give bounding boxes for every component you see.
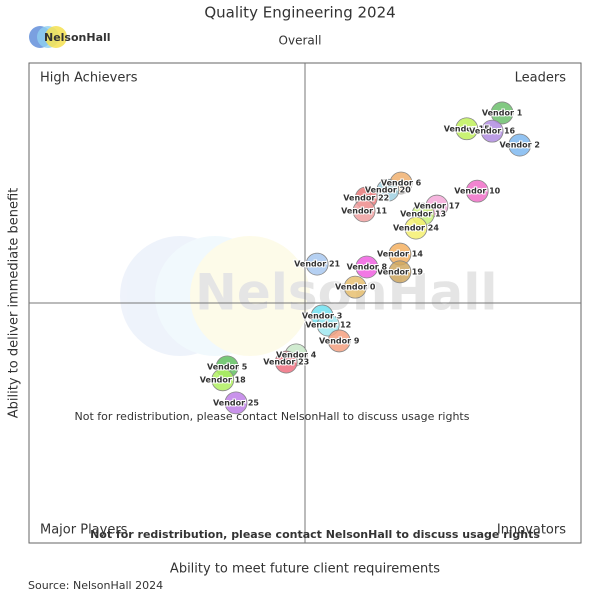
vendor-label: Vendor 25 bbox=[213, 398, 259, 407]
vendor-point bbox=[490, 101, 514, 125]
vendor-label: Vendor 0 bbox=[335, 283, 376, 292]
y-axis-label: Ability to deliver immediate benefit bbox=[7, 188, 22, 419]
vendor-point bbox=[316, 313, 340, 337]
quadrant-label: Major Players bbox=[40, 523, 128, 538]
vendor-point bbox=[465, 179, 489, 203]
source: Source: NelsonHall 2024 bbox=[28, 579, 163, 592]
chart-title: Quality Engineering 2024 bbox=[204, 4, 395, 22]
logo: NelsonHall bbox=[29, 26, 111, 48]
quadrant-label: High Achievers bbox=[40, 71, 138, 86]
vendor-point bbox=[480, 119, 504, 143]
vendor-label: Vendor 2 bbox=[500, 141, 540, 150]
vendor-point bbox=[455, 117, 479, 141]
subtitle: Overall bbox=[279, 34, 322, 48]
vendor-point bbox=[376, 178, 400, 202]
vendor-label: Vendor 9 bbox=[319, 336, 360, 345]
vendor-point bbox=[388, 260, 412, 284]
watermark-icon bbox=[190, 236, 310, 356]
logo-text: NelsonHall bbox=[44, 31, 111, 44]
vendor-label: Vendor 24 bbox=[393, 224, 439, 233]
vendor-label: Vendor 22 bbox=[343, 193, 389, 202]
watermark-icon bbox=[155, 236, 275, 356]
watermark-text: Not for redistribution, please contact N… bbox=[90, 528, 540, 541]
vendor-label: Vendor 12 bbox=[305, 321, 351, 330]
vendor-point bbox=[327, 329, 351, 353]
vendor-label: Vendor 5 bbox=[207, 362, 248, 371]
vendor-label: Vendor 13 bbox=[400, 210, 446, 219]
vendor-label: Vendor 10 bbox=[454, 187, 500, 196]
vendor-label: Vendor 21 bbox=[294, 260, 340, 269]
vendor-label: Vendor 19 bbox=[377, 267, 423, 276]
vendor-label: Vendor 15 bbox=[444, 124, 490, 133]
vendor-label: Vendor 20 bbox=[365, 186, 411, 195]
x-axis-label: Ability to meet future client requiremen… bbox=[170, 562, 440, 577]
vendor-label: Vendor 17 bbox=[414, 202, 460, 211]
vendor-label: Vendor 11 bbox=[341, 206, 387, 215]
vendor-label: Vendor 23 bbox=[263, 358, 309, 367]
quadrant-label: Innovators bbox=[497, 523, 566, 538]
vendor-point bbox=[305, 252, 329, 276]
vendor-label: Vendor 3 bbox=[302, 311, 342, 320]
vendor-label: Vendor 16 bbox=[469, 127, 515, 136]
vendor-point bbox=[224, 391, 248, 415]
vendor-point bbox=[211, 368, 235, 392]
vendor-label: Vendor 6 bbox=[381, 179, 422, 188]
logo-icon bbox=[45, 26, 67, 48]
vendor-label: Vendor 1 bbox=[482, 108, 523, 117]
vendor-point bbox=[343, 275, 367, 299]
vendor-label: Vendor 4 bbox=[276, 350, 317, 359]
watermark-text: Not for redistribution, please contact N… bbox=[75, 410, 470, 423]
vendor-point bbox=[274, 350, 298, 374]
watermark-icon bbox=[120, 236, 240, 356]
watermark-logo: NelsonHall bbox=[120, 236, 497, 356]
vendor-label: Vendor 18 bbox=[200, 375, 246, 384]
quadrant-label: Leaders bbox=[515, 71, 567, 86]
vendor-label: Vendor 14 bbox=[377, 250, 423, 259]
vendor-point bbox=[508, 133, 532, 157]
vendor-label: Vendor 8 bbox=[347, 263, 388, 272]
vendor-point bbox=[355, 255, 379, 279]
vendor-point bbox=[404, 216, 428, 240]
vendor-point bbox=[352, 199, 376, 223]
